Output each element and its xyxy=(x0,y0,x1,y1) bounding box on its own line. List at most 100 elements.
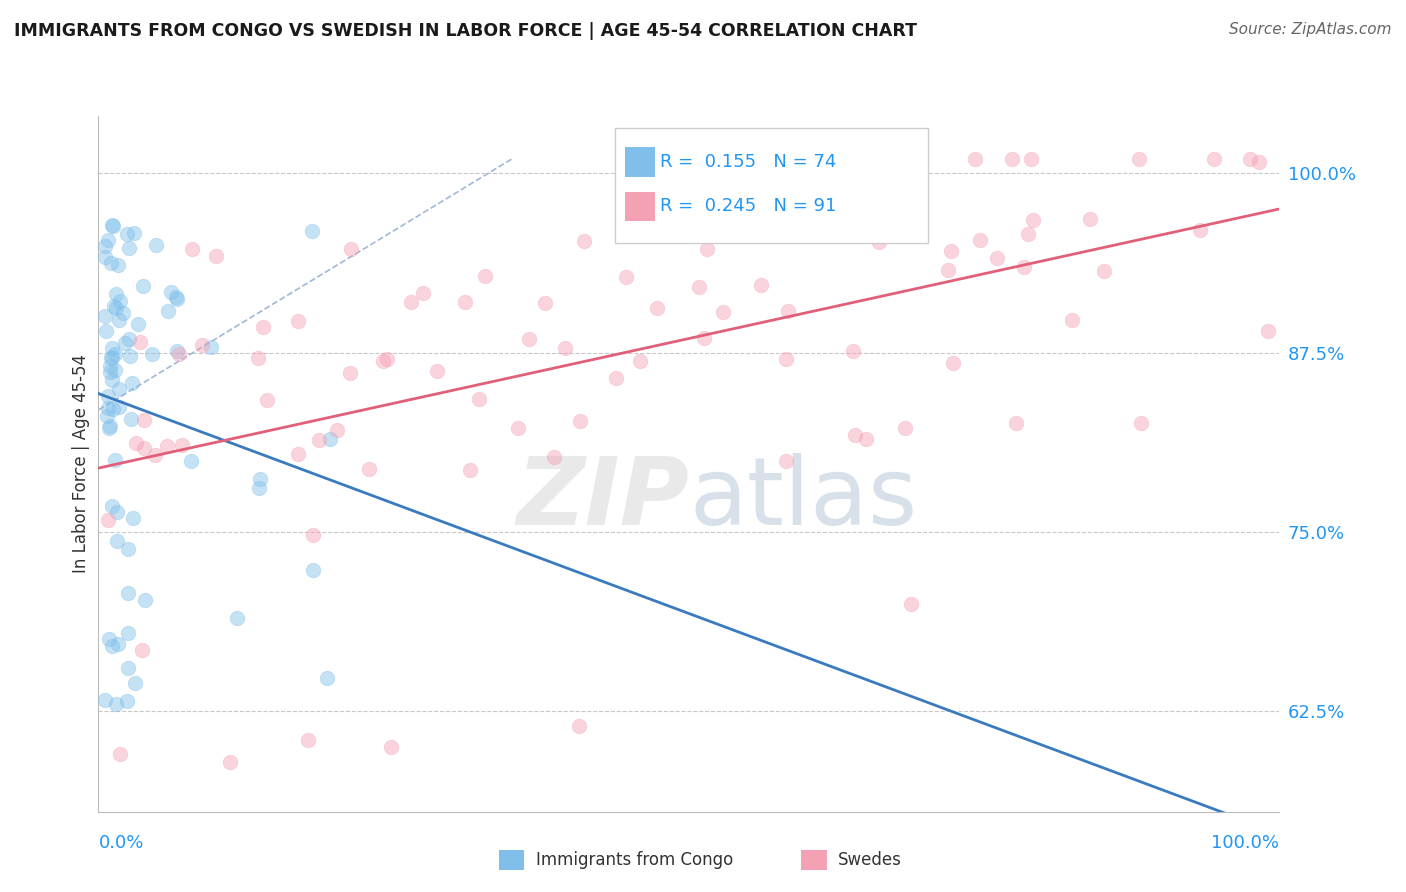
Point xyxy=(297,732,319,747)
Point xyxy=(711,304,734,318)
Point xyxy=(855,432,877,446)
Point xyxy=(127,318,149,332)
Point xyxy=(97,389,120,403)
Point xyxy=(506,421,529,435)
Point xyxy=(98,419,121,434)
Point xyxy=(942,356,965,370)
Point xyxy=(97,233,120,247)
Point xyxy=(94,250,117,264)
Point xyxy=(543,450,565,464)
Point xyxy=(122,226,145,240)
Point xyxy=(166,293,188,307)
Point xyxy=(778,304,800,318)
Point xyxy=(326,423,349,437)
Point xyxy=(104,286,127,301)
Point xyxy=(225,611,247,625)
Point xyxy=(100,218,122,232)
Point xyxy=(101,499,124,513)
Point xyxy=(100,256,122,270)
Point xyxy=(104,453,127,467)
Point xyxy=(693,331,716,345)
Point xyxy=(1012,260,1035,274)
Point xyxy=(204,249,226,263)
Point xyxy=(1202,152,1225,166)
Point xyxy=(115,227,138,242)
Point xyxy=(574,235,596,249)
Point xyxy=(426,364,449,378)
Point xyxy=(1257,324,1279,338)
Point xyxy=(172,438,194,452)
Point xyxy=(412,286,434,301)
Point xyxy=(252,320,274,334)
Text: ZIP: ZIP xyxy=(516,452,689,545)
Point xyxy=(129,334,152,349)
Point xyxy=(191,337,214,351)
Point xyxy=(145,238,167,252)
Point xyxy=(200,340,222,354)
Point xyxy=(107,258,129,272)
Text: IMMIGRANTS FROM CONGO VS SWEDISH IN LABOR FORCE | AGE 45-54 CORRELATION CHART: IMMIGRANTS FROM CONGO VS SWEDISH IN LABO… xyxy=(14,22,917,40)
Text: Swedes: Swedes xyxy=(838,851,901,869)
Point xyxy=(100,341,122,355)
Point xyxy=(785,152,807,166)
Point xyxy=(894,421,917,435)
Point xyxy=(117,626,139,640)
Point xyxy=(315,671,337,685)
Point xyxy=(568,719,591,733)
Point xyxy=(936,263,959,277)
Point xyxy=(399,294,422,309)
Point xyxy=(118,241,141,255)
Point xyxy=(775,352,797,367)
Point xyxy=(246,351,269,365)
Point xyxy=(633,207,655,221)
Point xyxy=(458,463,481,477)
Point xyxy=(554,341,576,355)
Point xyxy=(103,299,125,313)
Point xyxy=(256,393,278,408)
Point xyxy=(749,277,772,292)
Point xyxy=(308,433,330,447)
Text: Immigrants from Congo: Immigrants from Congo xyxy=(536,851,733,869)
Point xyxy=(98,632,121,646)
Point xyxy=(605,371,627,385)
Point xyxy=(969,233,991,247)
Point xyxy=(377,352,399,367)
Point xyxy=(115,694,138,708)
Point xyxy=(100,351,122,366)
Point xyxy=(1004,416,1026,430)
Point xyxy=(1249,155,1271,169)
Point xyxy=(357,461,380,475)
Point xyxy=(105,534,128,549)
Point xyxy=(568,414,591,428)
Point xyxy=(181,242,204,256)
Point xyxy=(1129,417,1152,431)
Point xyxy=(96,324,118,338)
Point xyxy=(688,280,710,294)
Text: atlas: atlas xyxy=(689,452,917,545)
Point xyxy=(900,597,922,611)
Point xyxy=(627,152,650,166)
Point xyxy=(101,350,124,364)
Point xyxy=(122,510,145,524)
Point xyxy=(117,661,139,675)
Point xyxy=(112,306,135,320)
Point xyxy=(101,374,124,388)
Text: 0.0%: 0.0% xyxy=(98,834,143,852)
Point xyxy=(117,541,139,556)
Text: R =  0.245   N = 91: R = 0.245 N = 91 xyxy=(661,197,837,216)
Point xyxy=(96,409,118,424)
Point xyxy=(318,433,340,447)
Point xyxy=(249,472,271,486)
Point xyxy=(247,482,270,496)
Point xyxy=(287,447,309,461)
Point xyxy=(134,413,156,427)
Point xyxy=(775,194,797,209)
Point xyxy=(120,349,142,363)
Point xyxy=(141,347,163,361)
Point xyxy=(131,279,153,293)
Point xyxy=(104,347,127,361)
Y-axis label: In Labor Force | Age 45-54: In Labor Force | Age 45-54 xyxy=(72,354,90,574)
Point xyxy=(842,344,865,359)
Point xyxy=(1078,211,1101,226)
Point xyxy=(1092,264,1115,278)
